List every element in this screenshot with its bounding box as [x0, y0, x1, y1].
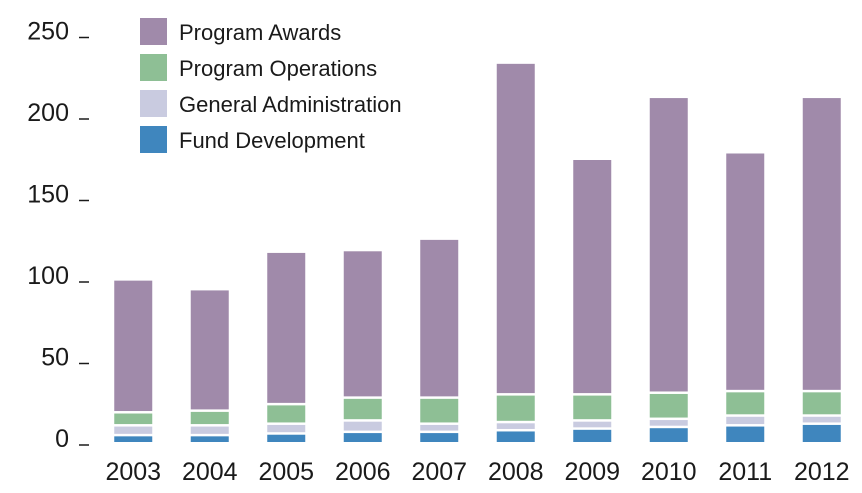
bar-segment-fund-development — [726, 426, 765, 442]
bar-segment-general-administration — [496, 423, 535, 429]
bar-stack-2009 — [573, 160, 612, 442]
bar-segment-program-operations — [726, 392, 765, 415]
bar-segment-program-awards — [420, 239, 459, 397]
bar-segment-program-awards — [267, 252, 306, 403]
bar-segment-program-operations — [420, 398, 459, 423]
x-tick-label: 2008 — [488, 458, 544, 486]
legend-swatch — [140, 18, 167, 45]
legend-label: Program Awards — [179, 20, 341, 45]
legend-swatch — [140, 90, 167, 117]
x-axis: 2003 2004 2005 2006 2007 2008 2009 2010 2011 2012 — [105, 458, 849, 486]
legend: Program Awards Program Operations General … — [140, 18, 402, 153]
bar-stack-2003 — [114, 280, 153, 442]
legend-label: General Administration — [179, 92, 402, 117]
legend-item-program-operations: Program Operations — [140, 54, 377, 81]
bar-segment-fund-development — [267, 434, 306, 442]
bar-segment-fund-development — [420, 433, 459, 442]
bar-stack-2012 — [802, 98, 841, 442]
legend-item-fund-development: Fund Development — [140, 126, 365, 153]
bar-segment-fund-development — [496, 431, 535, 442]
legend-swatch — [140, 126, 167, 153]
y-tick-label: 250 — [27, 18, 69, 46]
x-tick-label: 2007 — [411, 458, 467, 486]
x-tick-label: 2011 — [718, 458, 772, 486]
bar-segment-general-administration — [190, 426, 229, 434]
bar-stack-2011 — [726, 153, 765, 442]
legend-label: Program Operations — [179, 56, 377, 81]
bar-segment-general-administration — [573, 421, 612, 428]
bar-segment-fund-development — [802, 424, 841, 442]
bar-segment-program-awards — [802, 98, 841, 390]
bar-segment-program-awards — [343, 251, 382, 397]
y-tick-label: 0 — [55, 425, 69, 453]
legend-item-general-administration: General Administration — [140, 90, 402, 117]
bar-stack-2004 — [190, 290, 229, 442]
bar-segment-general-administration — [114, 426, 153, 434]
bar-segment-program-operations — [649, 393, 688, 418]
y-axis: 0 50 100 150 200 250 — [27, 18, 89, 453]
x-tick-label: 2010 — [641, 458, 697, 486]
bar-segment-fund-development — [649, 428, 688, 442]
bar-segment-program-operations — [573, 395, 612, 420]
bar-segment-program-operations — [267, 405, 306, 423]
y-tick-label: 150 — [27, 181, 69, 209]
bar-segment-program-operations — [114, 413, 153, 425]
y-tick-label: 100 — [27, 262, 69, 290]
legend-swatch — [140, 54, 167, 81]
y-tick-label: 200 — [27, 99, 69, 127]
bar-stack-2008 — [496, 63, 535, 442]
bar-segment-general-administration — [343, 421, 382, 431]
bar-stack-2010 — [649, 98, 688, 442]
bar-segment-fund-development — [190, 436, 229, 442]
bar-segment-program-operations — [190, 411, 229, 425]
bar-segment-program-awards — [726, 153, 765, 390]
bar-segment-program-awards — [573, 160, 612, 394]
bar-segment-fund-development — [343, 433, 382, 442]
x-tick-label: 2005 — [258, 458, 314, 486]
bar-stack-2005 — [267, 252, 306, 442]
x-tick-label: 2009 — [564, 458, 620, 486]
bar-segment-general-administration — [420, 424, 459, 431]
bar-segment-program-awards — [649, 98, 688, 392]
legend-label: Fund Development — [179, 128, 365, 153]
x-tick-label: 2006 — [335, 458, 391, 486]
bar-stack-2006 — [343, 251, 382, 442]
bar-segment-program-awards — [114, 280, 153, 412]
bar-segment-program-operations — [496, 395, 535, 421]
x-tick-label: 2003 — [105, 458, 161, 486]
bar-segment-general-administration — [802, 416, 841, 423]
bars — [114, 63, 841, 442]
bar-segment-program-operations — [343, 398, 382, 420]
bar-segment-fund-development — [573, 429, 612, 442]
bar-stack-2007 — [420, 239, 459, 442]
x-tick-label: 2012 — [794, 458, 850, 486]
bar-segment-general-administration — [726, 416, 765, 425]
legend-item-program-awards: Program Awards — [140, 18, 341, 45]
x-tick-label: 2004 — [182, 458, 238, 486]
bar-segment-program-awards — [190, 290, 229, 410]
y-tick-label: 50 — [41, 344, 69, 372]
bar-segment-general-administration — [649, 420, 688, 426]
bar-segment-fund-development — [114, 436, 153, 442]
bar-segment-general-administration — [267, 424, 306, 433]
bar-segment-program-operations — [802, 392, 841, 415]
bar-segment-program-awards — [496, 63, 535, 394]
